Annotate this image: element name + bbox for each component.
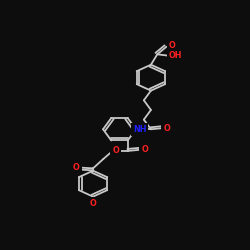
Text: NH: NH xyxy=(133,125,146,134)
Text: OH: OH xyxy=(169,51,182,60)
Text: O: O xyxy=(112,146,119,156)
Text: O: O xyxy=(141,145,148,154)
Text: O: O xyxy=(168,41,175,50)
Text: O: O xyxy=(164,124,170,133)
Text: O: O xyxy=(90,199,96,208)
Text: O: O xyxy=(73,163,80,172)
